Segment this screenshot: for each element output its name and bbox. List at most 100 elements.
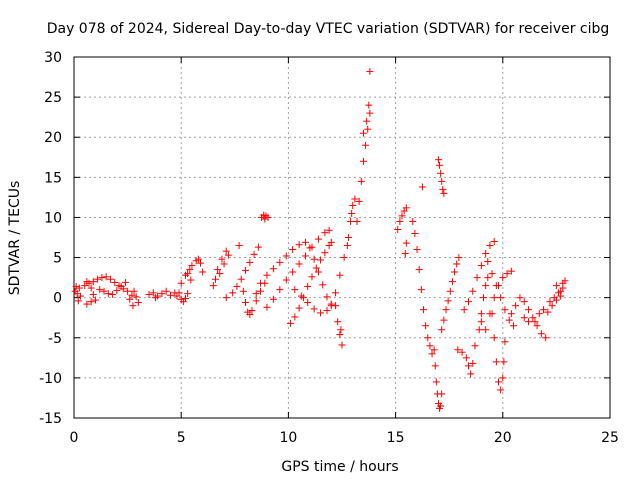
- data-point: [89, 278, 97, 286]
- data-point: [460, 306, 468, 314]
- data-point: [482, 326, 490, 334]
- data-point: [263, 271, 271, 279]
- data-point: [98, 274, 106, 282]
- data-point: [151, 294, 159, 302]
- data-point: [490, 294, 498, 302]
- data-point: [332, 289, 340, 297]
- data-point: [497, 294, 505, 302]
- grid-lines: [74, 57, 610, 418]
- data-point: [444, 297, 452, 305]
- data-point: [196, 259, 204, 267]
- data-point: [486, 242, 494, 250]
- data-point: [325, 226, 333, 234]
- data-point: [308, 243, 316, 251]
- data-point: [310, 255, 318, 263]
- data-point: [366, 109, 374, 117]
- data-point: [546, 298, 554, 306]
- data-point: [87, 298, 95, 306]
- data-point: [276, 286, 284, 294]
- y-tick-label: 15: [44, 170, 62, 186]
- data-point: [177, 279, 185, 287]
- data-point: [323, 307, 331, 315]
- data-point: [158, 290, 166, 298]
- data-point: [337, 326, 345, 334]
- data-point: [464, 298, 472, 306]
- data-point: [75, 284, 83, 292]
- data-point: [334, 318, 342, 326]
- axis-ticks: [73, 56, 611, 419]
- y-axis-label: SDTVAR / TECUs: [7, 181, 23, 296]
- data-point: [340, 254, 348, 262]
- data-point: [394, 225, 402, 233]
- data-point: [302, 238, 310, 246]
- data-point: [291, 313, 299, 321]
- data-point: [469, 287, 477, 295]
- data-point: [430, 346, 438, 354]
- data-point: [94, 275, 102, 283]
- data-point: [186, 266, 194, 274]
- data-point: [246, 311, 254, 319]
- data-point: [132, 293, 140, 301]
- data-point: [282, 276, 290, 284]
- data-point: [332, 302, 340, 310]
- data-point: [162, 287, 170, 295]
- x-axis-label: GPS time / hours: [281, 459, 398, 475]
- data-point: [106, 275, 114, 283]
- data-point: [323, 293, 331, 301]
- data-point: [492, 358, 500, 366]
- data-point: [559, 284, 567, 292]
- data-point: [510, 322, 518, 330]
- data-point: [525, 306, 533, 314]
- data-point: [488, 270, 496, 278]
- data-point: [497, 386, 505, 394]
- data-point: [525, 318, 533, 326]
- data-point: [134, 298, 142, 306]
- data-point: [363, 117, 371, 125]
- data-point: [437, 402, 445, 410]
- data-point: [289, 246, 297, 254]
- data-point: [477, 318, 485, 326]
- data-point: [542, 334, 550, 342]
- data-point: [418, 183, 426, 191]
- data-point: [469, 359, 477, 367]
- data-point: [512, 302, 520, 310]
- data-point: [338, 341, 346, 349]
- data-point: [344, 234, 352, 241]
- y-tick-label: 25: [44, 90, 62, 106]
- data-point: [434, 156, 442, 164]
- data-point: [422, 322, 430, 330]
- data-point: [81, 282, 89, 290]
- data-point: [181, 294, 189, 302]
- data-point: [184, 290, 192, 298]
- data-point: [304, 282, 312, 290]
- data-point: [409, 217, 417, 225]
- data-point: [72, 282, 80, 290]
- data-point: [505, 316, 513, 324]
- data-point: [417, 286, 425, 294]
- data-point: [128, 291, 136, 299]
- data-point: [359, 129, 367, 137]
- data-point: [121, 278, 129, 286]
- y-tick-label: 30: [44, 50, 62, 66]
- data-point: [516, 294, 524, 302]
- data-point: [194, 255, 202, 263]
- data-point: [529, 314, 537, 322]
- data-point: [269, 295, 277, 303]
- y-tick-label: -5: [48, 331, 62, 347]
- data-point: [490, 334, 498, 342]
- data-point: [222, 294, 230, 302]
- data-point: [126, 295, 134, 303]
- data-point: [175, 289, 183, 297]
- data-point: [336, 331, 344, 339]
- data-point: [503, 270, 511, 278]
- data-point: [359, 157, 367, 165]
- data-point: [495, 378, 503, 386]
- data-point: [548, 302, 556, 310]
- data-point: [432, 378, 440, 386]
- data-point: [550, 294, 558, 302]
- data-point: [263, 303, 271, 311]
- x-tick-label: 25: [601, 430, 619, 446]
- chart-title: Day 078 of 2024, Sidereal Day-to-day VTE…: [47, 21, 610, 37]
- data-point: [76, 292, 84, 300]
- data-point: [552, 282, 560, 290]
